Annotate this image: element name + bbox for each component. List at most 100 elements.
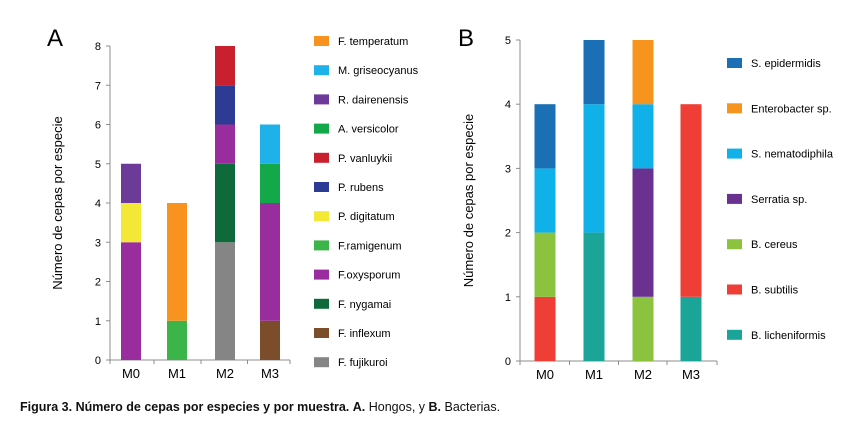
legend-label: F.oxysporum [338, 270, 400, 282]
bar-segment [215, 242, 235, 360]
legend-swatch [727, 148, 742, 159]
bar-segment [632, 296, 654, 361]
legend-label: F. fujikuroi [338, 357, 388, 369]
y-tick-label: 7 [95, 80, 101, 92]
y-tick-label: 3 [505, 163, 511, 175]
legend-label: P. vanluykii [338, 153, 392, 165]
bar-segment [632, 104, 654, 169]
legend-swatch [314, 269, 329, 280]
legend-swatch [314, 123, 329, 134]
caption-b-letter: B. [428, 400, 442, 414]
legend-label: P. rubens [338, 182, 384, 194]
bar-segment [167, 320, 187, 360]
bar-segment [121, 203, 141, 243]
chart-a-fungi: 0 1 2 3 4 5 6 7 8 M0 M1 M2 M3 Número de cepas por esp… [50, 36, 419, 381]
bar-segment [583, 40, 605, 105]
legend-swatch [314, 298, 329, 309]
y-axis-label: Número de cepas por especie [461, 114, 476, 287]
legend-swatch [314, 182, 329, 192]
legend-label: F. inflexum [338, 328, 391, 340]
legend-label: F. nygamai [338, 299, 391, 311]
x-category-label: M3 [261, 366, 279, 381]
bar-segment [260, 163, 280, 203]
bar-segment [583, 232, 605, 361]
legend-label: S. epidermidis [751, 58, 821, 70]
panel-a-letter: A [47, 25, 63, 52]
legend-swatch [727, 193, 742, 204]
bar-segment [583, 104, 605, 233]
bar-segment [215, 46, 235, 86]
bar-segment [121, 163, 141, 203]
bar-segment [632, 168, 654, 297]
legend-label: B. licheniformis [751, 330, 826, 342]
x-category-label: M0 [122, 366, 140, 381]
y-tick-label: 0 [95, 355, 101, 367]
y-tick-label: 0 [505, 356, 511, 368]
legend-swatch [727, 284, 742, 295]
x-category-label: M2 [216, 366, 234, 381]
legend-swatch [314, 328, 329, 338]
legend-label: F.ramigenum [338, 240, 402, 252]
legend-label: R. dairenensis [338, 94, 409, 106]
legend-label: Serratia sp. [751, 194, 807, 206]
x-category-label: M3 [682, 367, 700, 382]
bar-segment [632, 40, 654, 105]
caption-lead: Figura 3. Número de cepas por especies y… [20, 400, 350, 414]
legend-swatch [314, 211, 329, 222]
legend-label: B. subtilis [751, 285, 799, 297]
legend-swatch [727, 329, 742, 340]
legend-swatch [314, 152, 329, 163]
legend-label: S. nematodiphila [751, 149, 834, 161]
bar-segment [680, 104, 702, 297]
x-category-label: M1 [168, 366, 186, 381]
x-category-label: M1 [585, 367, 603, 382]
x-category-label: M2 [634, 367, 652, 382]
caption-b-text: Bacterias. [441, 400, 501, 414]
legend-swatch [314, 357, 329, 368]
legend-swatch [727, 239, 742, 250]
y-tick-label: 1 [95, 316, 101, 328]
y-tick-label: 5 [95, 159, 101, 171]
caption-a-letter: A. [352, 400, 366, 414]
y-tick-label: 2 [95, 277, 101, 289]
y-tick-label: 6 [95, 120, 101, 132]
legend-swatch [314, 36, 329, 46]
legend-label: B. cereus [751, 239, 798, 251]
bar-segment [680, 296, 702, 361]
legend-label: M. griseocyanus [338, 65, 419, 77]
y-tick-label: 3 [95, 237, 101, 249]
bar-segment [534, 296, 556, 361]
legend-swatch [314, 65, 329, 76]
bar-segment [121, 242, 141, 360]
y-tick-label: 2 [505, 228, 511, 240]
bar-segment [534, 168, 556, 233]
bar-segment [260, 124, 280, 164]
y-tick-label: 4 [95, 198, 101, 210]
y-tick-label: 1 [505, 292, 511, 304]
bar-segment [215, 124, 235, 164]
legend-swatch [727, 103, 742, 114]
legend-label: Enterobacter sp. [751, 103, 832, 115]
legend-label: A. versicolor [338, 124, 399, 136]
panel-b-letter: B [458, 25, 474, 52]
bar-segment [260, 203, 280, 321]
bar-segment [534, 232, 556, 297]
y-axis-label: Número de cepas por especie [50, 116, 65, 289]
legend-swatch [314, 240, 329, 251]
legend-label: P. digitatum [338, 211, 395, 223]
x-category-label: M0 [536, 367, 554, 382]
bar-segment [167, 203, 187, 321]
legend-label: F. temperatum [338, 36, 408, 48]
bar-segment [260, 320, 280, 360]
y-tick-label: 5 [505, 35, 511, 47]
y-tick-label: 4 [505, 99, 511, 111]
bar-segment [215, 85, 235, 125]
caption-a-text: Hongos, y [365, 400, 429, 414]
figure-caption: Figura 3. Número de cepas por especies y… [20, 400, 500, 414]
chart-b-bacteria: 0 1 2 3 4 5 M0 M1 M2 M3 Número de cepas por especi… [461, 35, 834, 382]
bar-segment [534, 104, 556, 169]
y-tick-label: 8 [95, 41, 101, 53]
legend-swatch [727, 58, 742, 68]
bar-segment [215, 163, 235, 243]
